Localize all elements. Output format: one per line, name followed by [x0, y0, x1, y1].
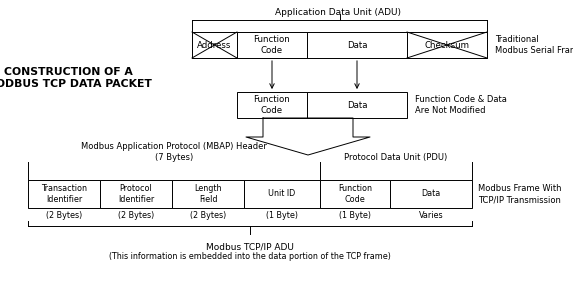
Polygon shape	[246, 118, 370, 155]
Text: (2 Bytes): (2 Bytes)	[190, 211, 226, 220]
Text: Modbus Frame With
TCP/IP Transmission: Modbus Frame With TCP/IP Transmission	[478, 184, 562, 204]
Bar	[244, 180, 320, 208]
Text: Data: Data	[421, 190, 441, 199]
Text: Unit ID: Unit ID	[268, 190, 296, 199]
Bar	[407, 32, 487, 58]
Text: Data: Data	[347, 100, 367, 110]
Text: Function
Code: Function Code	[338, 184, 372, 204]
Text: Transaction
Identifier: Transaction Identifier	[41, 184, 87, 204]
Text: Data: Data	[347, 41, 367, 50]
Text: Address: Address	[197, 41, 231, 50]
Bar	[172, 180, 244, 208]
Bar	[192, 32, 237, 58]
Text: Function Code & Data
Are Not Modified: Function Code & Data Are Not Modified	[415, 95, 507, 115]
Bar	[237, 32, 307, 58]
Text: Modbus TCP/IP ADU: Modbus TCP/IP ADU	[206, 242, 294, 251]
Text: Function
Code: Function Code	[254, 35, 291, 55]
Text: Traditional
Modbus Serial Frame: Traditional Modbus Serial Frame	[495, 35, 573, 55]
Text: (1 Byte): (1 Byte)	[266, 211, 298, 220]
Text: Checksum: Checksum	[425, 41, 469, 50]
Bar	[390, 180, 472, 208]
Text: Protocol Data Unit (PDU): Protocol Data Unit (PDU)	[344, 153, 448, 162]
Bar	[192, 32, 487, 58]
Text: Protocol
Identifier: Protocol Identifier	[118, 184, 154, 204]
Bar	[237, 92, 307, 118]
Bar	[320, 180, 390, 208]
Bar	[100, 180, 172, 208]
Bar	[307, 92, 407, 118]
Text: (1 Byte): (1 Byte)	[339, 211, 371, 220]
Text: (This information is embedded into the data portion of the TCP frame): (This information is embedded into the d…	[109, 252, 391, 261]
Bar	[307, 32, 407, 58]
Text: (2 Bytes): (2 Bytes)	[46, 211, 82, 220]
Text: Varies: Varies	[419, 211, 444, 220]
Bar	[28, 180, 100, 208]
Text: Application Data Unit (ADU): Application Data Unit (ADU)	[275, 8, 401, 17]
Text: Length
Field: Length Field	[194, 184, 222, 204]
Text: CONSTRUCTION OF A
MODBUS TCP DATA PACKET: CONSTRUCTION OF A MODBUS TCP DATA PACKET	[0, 67, 151, 89]
Text: (2 Bytes): (2 Bytes)	[118, 211, 154, 220]
Text: Function
Code: Function Code	[254, 95, 291, 115]
Text: Modbus Application Protocol (MBAP) Header
(7 Bytes): Modbus Application Protocol (MBAP) Heade…	[81, 142, 267, 162]
